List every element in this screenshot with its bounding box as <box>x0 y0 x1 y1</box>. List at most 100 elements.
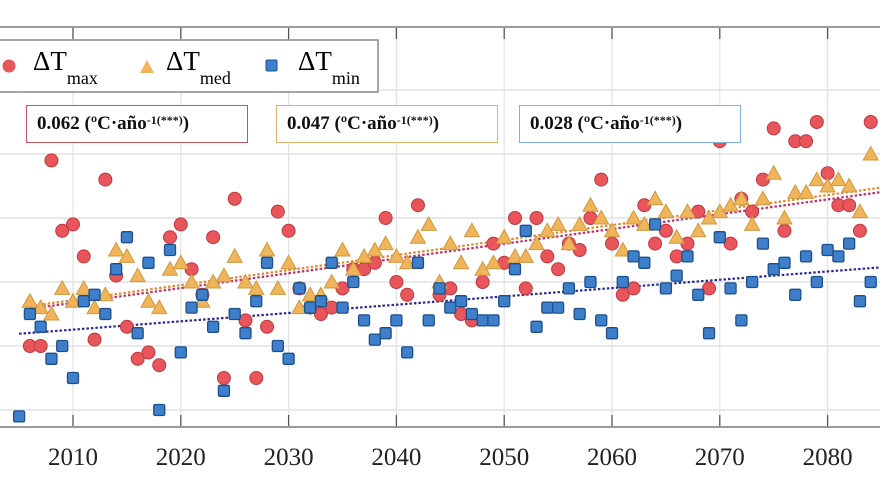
point-med <box>172 254 190 270</box>
point-max <box>76 249 91 264</box>
point-max <box>270 204 285 219</box>
point-min <box>163 243 177 257</box>
trend-line-max <box>29 191 880 310</box>
point-min <box>422 314 435 327</box>
point-min <box>282 352 295 365</box>
point-min <box>498 295 511 308</box>
point-med <box>43 305 60 321</box>
point-min <box>45 352 58 365</box>
point-min <box>304 301 317 314</box>
point-min <box>131 327 144 340</box>
point-max <box>658 223 673 238</box>
point-med <box>140 292 157 308</box>
point-med <box>86 299 103 315</box>
point-med <box>237 273 254 289</box>
point-med <box>679 203 696 219</box>
point-min <box>487 314 500 327</box>
point-min <box>433 282 446 295</box>
point-med <box>301 286 319 302</box>
point-med <box>183 273 200 289</box>
point-max <box>152 358 167 373</box>
point-max <box>33 339 48 353</box>
point-max <box>518 281 533 296</box>
point-med <box>592 209 610 225</box>
point-med <box>754 190 772 206</box>
legend-marker-min-square-icon <box>265 59 278 72</box>
point-min <box>551 301 565 314</box>
point-min <box>314 295 328 308</box>
point-min <box>185 301 198 314</box>
point-max <box>163 230 178 245</box>
point-max <box>766 121 781 136</box>
point-med <box>582 196 599 212</box>
point-min <box>411 256 425 269</box>
point-min <box>724 282 737 295</box>
point-med <box>549 215 567 231</box>
point-max <box>723 236 738 251</box>
point-min <box>595 314 608 327</box>
point-min <box>142 256 155 269</box>
point-min <box>864 275 877 289</box>
point-min <box>250 295 263 308</box>
point-min <box>627 250 640 263</box>
point-min <box>681 250 694 263</box>
point-med <box>689 222 707 238</box>
point-med <box>485 254 502 270</box>
point-max <box>507 211 522 225</box>
point-min <box>196 288 209 301</box>
point-min <box>799 250 813 263</box>
point-min <box>508 263 522 276</box>
slope-annotation-min: 0.028 (ºC·año -1(***)) <box>519 105 741 143</box>
legend-box <box>0 39 379 93</box>
point-med <box>657 203 675 219</box>
point-max <box>540 249 555 264</box>
x-tick-label: 2070 <box>695 444 745 471</box>
point-med <box>840 177 858 193</box>
slope-value: 0.028 <box>530 113 573 134</box>
point-med <box>463 222 481 238</box>
point-min <box>638 256 651 269</box>
point-med <box>53 279 71 295</box>
point-med <box>441 235 459 251</box>
point-min <box>702 327 716 340</box>
point-med <box>495 228 513 244</box>
point-max <box>238 313 253 328</box>
point-max <box>777 223 792 238</box>
point-med <box>808 171 826 187</box>
point-min <box>325 256 338 269</box>
point-min <box>109 263 123 276</box>
slope-exponent: -1(***) <box>146 112 183 127</box>
point-min <box>605 327 619 340</box>
point-min <box>99 307 112 321</box>
point-min <box>832 250 845 263</box>
point-max <box>227 191 242 206</box>
legend-label-min: ΔTmin <box>298 46 360 88</box>
x-tick-label: 2060 <box>587 444 637 471</box>
legend: ΔTmax ΔTmed ΔTmin <box>0 39 379 93</box>
point-max <box>216 371 231 385</box>
point-max <box>87 332 102 347</box>
point-med <box>247 279 265 295</box>
point-med <box>786 183 804 199</box>
point-med <box>64 292 82 308</box>
point-min <box>562 282 576 295</box>
point-max <box>799 134 814 149</box>
point-min <box>648 218 662 231</box>
point-min <box>670 269 683 282</box>
slope-unit: (ºC·año <box>84 113 147 134</box>
point-max <box>863 115 878 129</box>
point-med <box>409 228 427 244</box>
point-max <box>809 115 824 129</box>
point-max <box>529 211 544 225</box>
point-med <box>743 215 761 231</box>
point-med <box>797 183 815 199</box>
point-med <box>668 228 686 244</box>
point-max <box>626 281 641 296</box>
point-min <box>789 288 802 301</box>
point-max <box>130 351 145 366</box>
point-max <box>410 198 425 213</box>
point-min <box>659 282 673 295</box>
point-min <box>810 275 823 289</box>
point-max <box>669 249 684 264</box>
point-med <box>107 241 125 257</box>
